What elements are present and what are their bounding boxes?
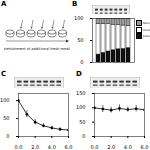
svg-text:0.0: 0.0 xyxy=(15,144,23,150)
svg-text:2.0: 2.0 xyxy=(107,144,115,150)
html-text:A: A xyxy=(1,0,7,8)
svg-text:50: 50 xyxy=(3,115,9,121)
svg-text:100: 100 xyxy=(76,104,86,110)
svg-text:100: 100 xyxy=(74,15,84,21)
svg-text:50: 50 xyxy=(77,37,83,43)
html-text:D: D xyxy=(76,70,82,78)
svg-text:50: 50 xyxy=(79,119,85,125)
html-text:B: B xyxy=(72,0,78,8)
svg-text:6.0: 6.0 xyxy=(65,144,73,150)
svg-text:0.0: 0.0 xyxy=(91,144,99,150)
svg-text:4.0: 4.0 xyxy=(124,144,132,150)
svg-text:0: 0 xyxy=(82,133,85,139)
svg-text:2.0: 2.0 xyxy=(31,144,39,150)
svg-text:150: 150 xyxy=(76,90,86,96)
svg-text:100: 100 xyxy=(0,97,10,103)
svg-text:4.0: 4.0 xyxy=(48,144,56,150)
html-text:C: C xyxy=(1,70,7,78)
svg-text:0: 0 xyxy=(6,133,9,139)
svg-text:6.0: 6.0 xyxy=(141,144,149,150)
svg-text:0: 0 xyxy=(80,59,83,65)
svg-text:Replenishment of additional fr: Replenishment of additional fresh medium xyxy=(4,47,70,51)
